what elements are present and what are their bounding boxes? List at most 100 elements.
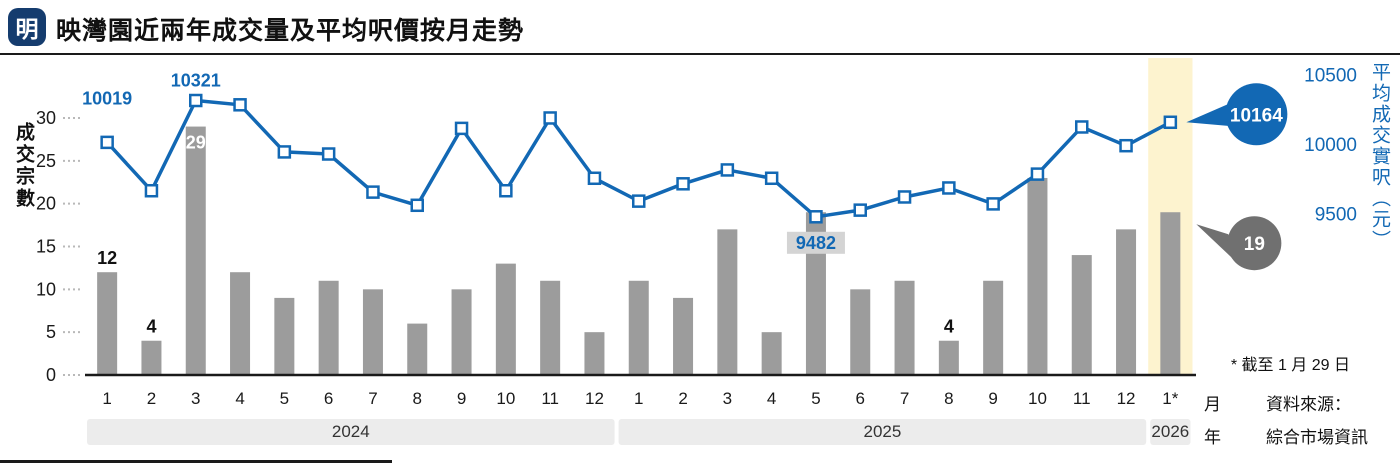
- price-marker: [632, 194, 646, 208]
- footnote: * 截至 1 月 29 日: [1230, 357, 1350, 374]
- volume-bar: [717, 229, 738, 375]
- volume-callout-value: 19: [1244, 234, 1265, 255]
- month-label: 2: [678, 389, 687, 408]
- header-divider: [0, 53, 1400, 55]
- price-marker: [897, 190, 912, 204]
- month-label: 6: [856, 389, 865, 408]
- price-value-label: 9482: [796, 233, 836, 253]
- price-marker: [366, 185, 380, 199]
- month-label: 3: [723, 389, 732, 408]
- year-band: [87, 419, 615, 445]
- price-value-label: 10321: [171, 71, 221, 91]
- price-tick-label: 10000: [1304, 135, 1357, 156]
- volume-bar: [362, 289, 383, 375]
- month-label: 11: [1073, 389, 1091, 408]
- price-marker: [144, 183, 159, 198]
- price-marker: [587, 171, 602, 186]
- month-label: 8: [944, 389, 953, 408]
- volume-bar: [451, 289, 472, 375]
- month-label: 4: [767, 389, 776, 408]
- month-label: 5: [280, 389, 289, 408]
- price-callout-bubble: [1225, 83, 1288, 146]
- y-tick-label: 15: [36, 237, 56, 257]
- volume-bar: [185, 126, 206, 375]
- price-tick-label: 9500: [1315, 204, 1357, 225]
- volume-bar: [761, 332, 782, 375]
- month-label: 4: [235, 389, 244, 408]
- x-unit-year-label: 年: [1204, 428, 1221, 447]
- volume-bar: [983, 280, 1004, 375]
- volume-bar: [407, 323, 428, 375]
- volume-bar: [850, 289, 871, 375]
- y-tick-label: 0: [46, 365, 56, 385]
- price-marker: [454, 121, 469, 136]
- price-callout-value: 10164: [1230, 105, 1283, 126]
- month-label: 12: [585, 389, 604, 408]
- bottom-divider: [0, 460, 392, 463]
- price-marker: [942, 181, 956, 195]
- y-tick-label: 5: [46, 322, 56, 342]
- year-band: [1150, 419, 1191, 445]
- volume-bar: [274, 297, 295, 375]
- bar-value-label: 29: [186, 133, 206, 153]
- price-marker: [809, 210, 823, 224]
- month-label: 2: [147, 389, 156, 408]
- price-marker: [1119, 138, 1133, 153]
- bar-value-label: 4: [944, 317, 954, 337]
- volume-bar: [1071, 255, 1092, 375]
- month-label: 3: [191, 389, 200, 408]
- volume-bar: [894, 280, 915, 375]
- volume-bar: [628, 280, 649, 375]
- price-marker: [764, 171, 779, 186]
- month-label: 8: [413, 389, 422, 408]
- volume-bar: [540, 280, 561, 375]
- month-label: 5: [811, 389, 820, 408]
- x-unit-month-label: 月: [1204, 395, 1221, 414]
- price-label-backdrop: [786, 231, 845, 254]
- volume-bar: [141, 340, 162, 375]
- price-marker: [189, 93, 203, 108]
- y-tick-label: 20: [36, 194, 56, 214]
- price-marker: [986, 197, 1000, 211]
- price-marker: [233, 98, 247, 112]
- year-band: [618, 419, 1147, 445]
- volume-bar: [1160, 212, 1181, 375]
- volume-bar: [1027, 177, 1048, 375]
- price-marker: [676, 177, 690, 191]
- price-marker: [543, 111, 557, 125]
- month-label: 12: [1117, 389, 1136, 408]
- price-marker: [499, 183, 513, 198]
- price-marker: [100, 135, 114, 150]
- month-label: 6: [324, 389, 333, 408]
- month-label: 10: [1028, 389, 1047, 408]
- page-title: 映灣園近兩年成交量及平均呎價按月走勢: [56, 17, 525, 45]
- volume-callout-bubble: [1227, 216, 1282, 271]
- bar-value-label: 4: [146, 317, 156, 337]
- month-label: 1: [102, 389, 111, 408]
- volume-bar: [673, 297, 694, 375]
- volume-bar: [584, 332, 605, 375]
- source-label: 資料來源：: [1266, 395, 1351, 414]
- price-marker: [853, 203, 867, 217]
- month-label: 10: [496, 389, 515, 408]
- price-value-label: 10019: [82, 88, 132, 108]
- price-tick-label: 10500: [1304, 66, 1357, 87]
- volume-bar: [230, 272, 251, 375]
- price-marker: [321, 147, 336, 161]
- volume-bar: [495, 263, 516, 375]
- volume-bar: [318, 280, 339, 375]
- volume-bar: [938, 340, 959, 375]
- month-label: 11: [541, 389, 559, 408]
- price-marker: [410, 198, 424, 213]
- year-band-label: 2025: [863, 422, 901, 441]
- price-callout-tail: [1186, 102, 1233, 127]
- volume-callout-tail: [1196, 224, 1233, 259]
- y-tick-label: 30: [36, 108, 56, 128]
- month-label: 1: [634, 389, 643, 408]
- mingpao-logo: 明: [8, 8, 46, 46]
- year-band-label: 2026: [1151, 422, 1189, 441]
- month-label: 7: [900, 389, 909, 408]
- volume-bar: [97, 272, 118, 375]
- price-marker: [277, 145, 292, 159]
- y-tick-label: 25: [36, 151, 56, 171]
